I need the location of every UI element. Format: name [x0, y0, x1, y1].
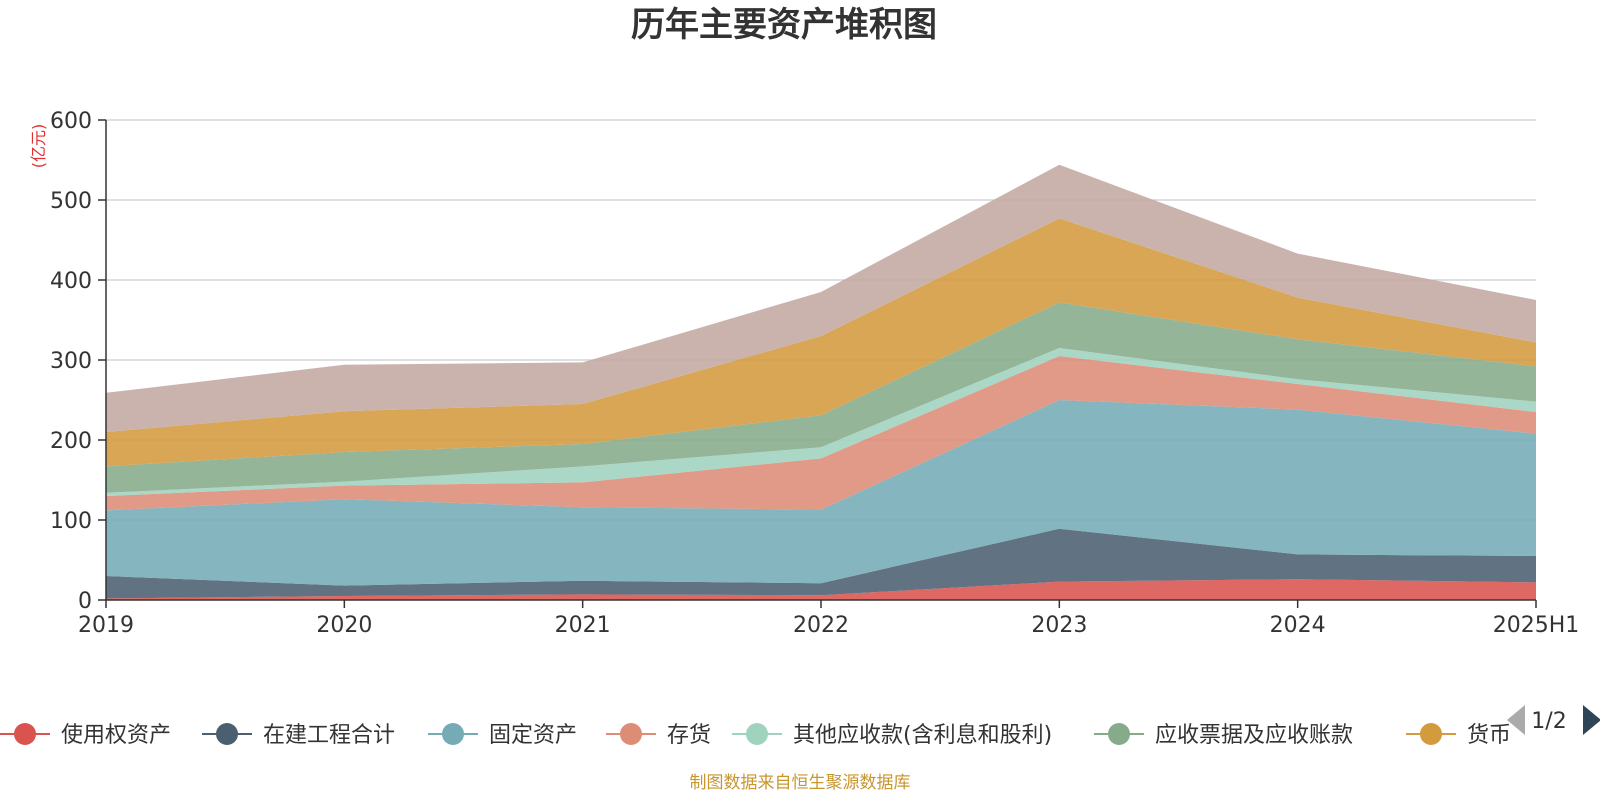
legend-label: 使用权资产 [61, 723, 171, 748]
legend-item[interactable]: 应收票据及应收账款 [1094, 723, 1353, 748]
area-series-3 [106, 356, 1536, 511]
legend-page-indicator: 1/2 [1531, 709, 1566, 734]
x-tick-label: 2025H1 [1493, 613, 1580, 638]
area-series-7 [106, 164, 1536, 433]
triangle-right-icon[interactable] [1583, 705, 1600, 735]
y-tick-label: 0 [78, 589, 92, 614]
legend-marker-icon [216, 723, 238, 745]
legend-marker-icon [1420, 723, 1442, 745]
legend-item[interactable]: 货币 [1406, 723, 1511, 748]
area-series-group [106, 164, 1536, 600]
legend-marker-icon [442, 723, 464, 745]
area-series-2 [106, 400, 1536, 586]
legend-item[interactable]: 在建工程合计 [202, 723, 395, 748]
x-tick-label: 2020 [316, 613, 372, 638]
legend-marker-icon [1108, 723, 1130, 745]
data-source-note: 制图数据来自恒生聚源数据库 [690, 773, 911, 793]
y-tick-label: 600 [50, 109, 92, 134]
y-tick-label: 200 [50, 429, 92, 454]
legend-label: 应收票据及应收账款 [1155, 723, 1353, 748]
x-tick-label: 2023 [1031, 613, 1087, 638]
y-tick-label: 400 [50, 269, 92, 294]
chart-title: 历年主要资产堆积图 [631, 5, 937, 45]
x-tick-label: 2022 [793, 613, 849, 638]
legend-marker-icon [14, 723, 36, 745]
area-series-0 [106, 579, 1536, 600]
legend-item[interactable]: 其他应收款(含利息和股利) [732, 723, 1052, 748]
legend-marker-icon [746, 723, 768, 745]
legend: 使用权资产 在建工程合计 固定资产 存货 其他应收款(含利息和股利) 应收票据及应收账款 货… [0, 723, 1511, 748]
area-series-5 [106, 302, 1536, 493]
x-tick-label: 2024 [1270, 613, 1326, 638]
legend-item[interactable]: 存货 [606, 723, 711, 748]
triangle-left-icon[interactable] [1507, 705, 1525, 735]
area-series-1 [106, 528, 1536, 599]
legend-label: 固定资产 [489, 723, 577, 748]
legend-label: 货币 [1467, 723, 1511, 748]
legend-label: 存货 [667, 723, 711, 748]
y-tick-label: 500 [50, 189, 92, 214]
y-tick-label: 300 [50, 349, 92, 374]
x-tick-label: 2019 [78, 613, 134, 638]
y-axis-unit-label: (亿元) [29, 124, 48, 169]
legend-label: 在建工程合计 [263, 723, 395, 748]
axes: 0 100 200 300 400 500 600 2019 2020 2021 2022 2023 2… [50, 109, 1579, 638]
y-tick-label: 100 [50, 509, 92, 534]
legend-item[interactable]: 固定资产 [428, 723, 577, 748]
legend-pager: 1/2 [1507, 705, 1600, 735]
legend-marker-icon [620, 723, 642, 745]
legend-item[interactable]: 使用权资产 [0, 723, 171, 748]
area-series-6 [106, 218, 1536, 467]
x-tick-label: 2021 [555, 613, 611, 638]
legend-label: 其他应收款(含利息和股利) [793, 723, 1052, 748]
